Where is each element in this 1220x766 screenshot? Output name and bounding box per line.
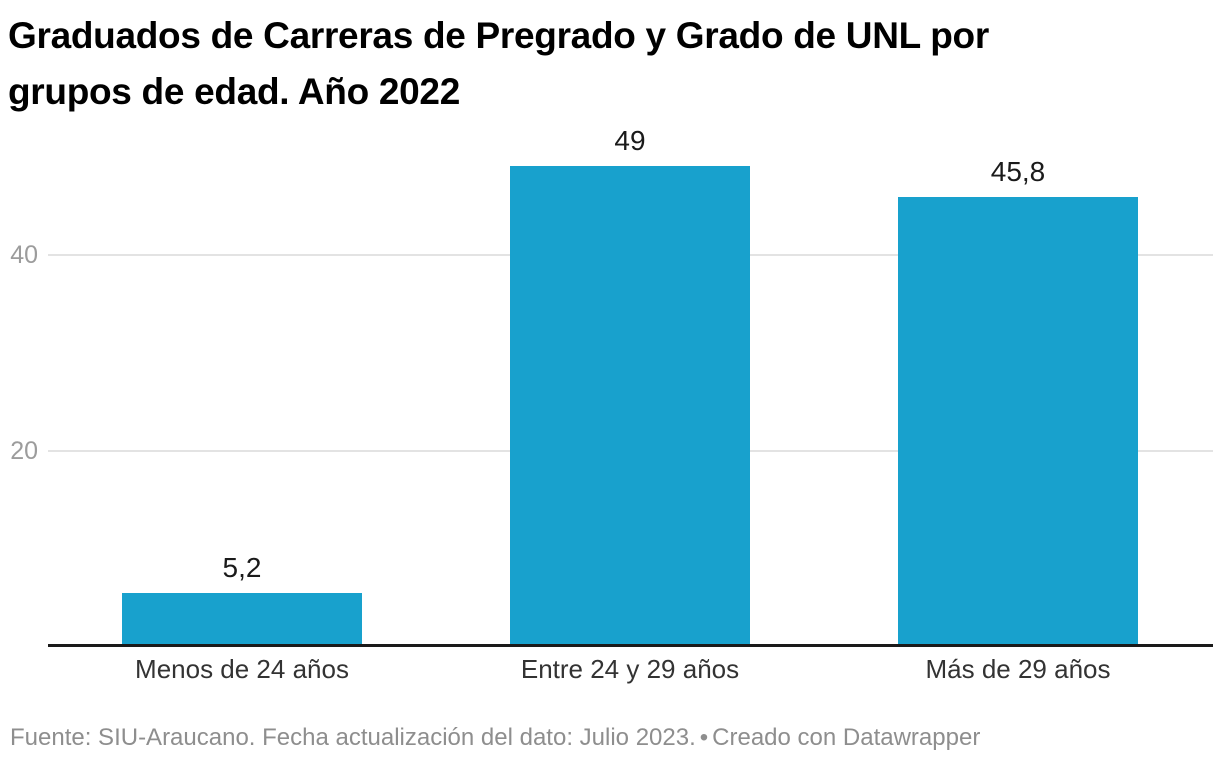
footer-separator: • [699, 724, 709, 751]
x-axis-label-entre-24-y-29: Entre 24 y 29 años [520, 654, 740, 684]
x-axis-label-menos-de-24: Menos de 24 años [135, 654, 349, 684]
datawrapper-credit-link[interactable]: Creado con Datawrapper [712, 724, 981, 751]
chart-footer: Fuente: SIU-Araucano. Fecha actualizació… [10, 723, 980, 753]
chart-title-line-1: Graduados de Carreras de Pregrado y Grad… [8, 15, 989, 56]
value-label: 49 [614, 125, 646, 156]
value-label: 5,2 [222, 552, 262, 583]
bar-menos-de-24 [122, 593, 362, 644]
bar-group-menos-de-24: 5,2 [122, 553, 362, 644]
x-axis-line [48, 644, 1213, 647]
chart-title: Graduados de Carreras de Pregrado y Grad… [8, 8, 989, 120]
y-axis-tick-label-40: 40 [10, 241, 38, 269]
chart-title-line-2: grupos de edad. Año 2022 [8, 71, 460, 112]
y-axis-tick-label-20: 20 [10, 437, 38, 465]
x-axis-label-mas-de-29: Más de 29 años [925, 654, 1111, 684]
bar-entre-24-y-29 [510, 166, 750, 644]
bar-mas-de-29 [898, 197, 1138, 644]
bar-group-entre-24-y-29: 49 [510, 126, 750, 644]
source-text: Fuente: SIU-Araucano. Fecha actualizació… [10, 724, 696, 751]
bar-group-mas-de-29: 45,8 [898, 157, 1138, 644]
value-label: 45,8 [990, 156, 1046, 187]
